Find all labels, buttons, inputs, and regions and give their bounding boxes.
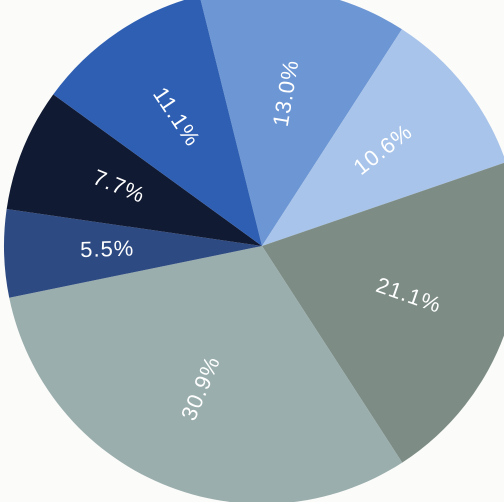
slices-layer [4,0,504,502]
pie-slice-5 [4,208,263,298]
pie-slice-3 [262,162,504,463]
pie-slice-1 [200,0,402,246]
pie-slice-label-5: 5.5% [80,236,135,263]
pie-slice-4 [9,246,403,502]
pie-slice-2 [262,29,504,246]
pie-slice-6 [6,94,262,246]
pie-slice-7 [53,0,262,246]
